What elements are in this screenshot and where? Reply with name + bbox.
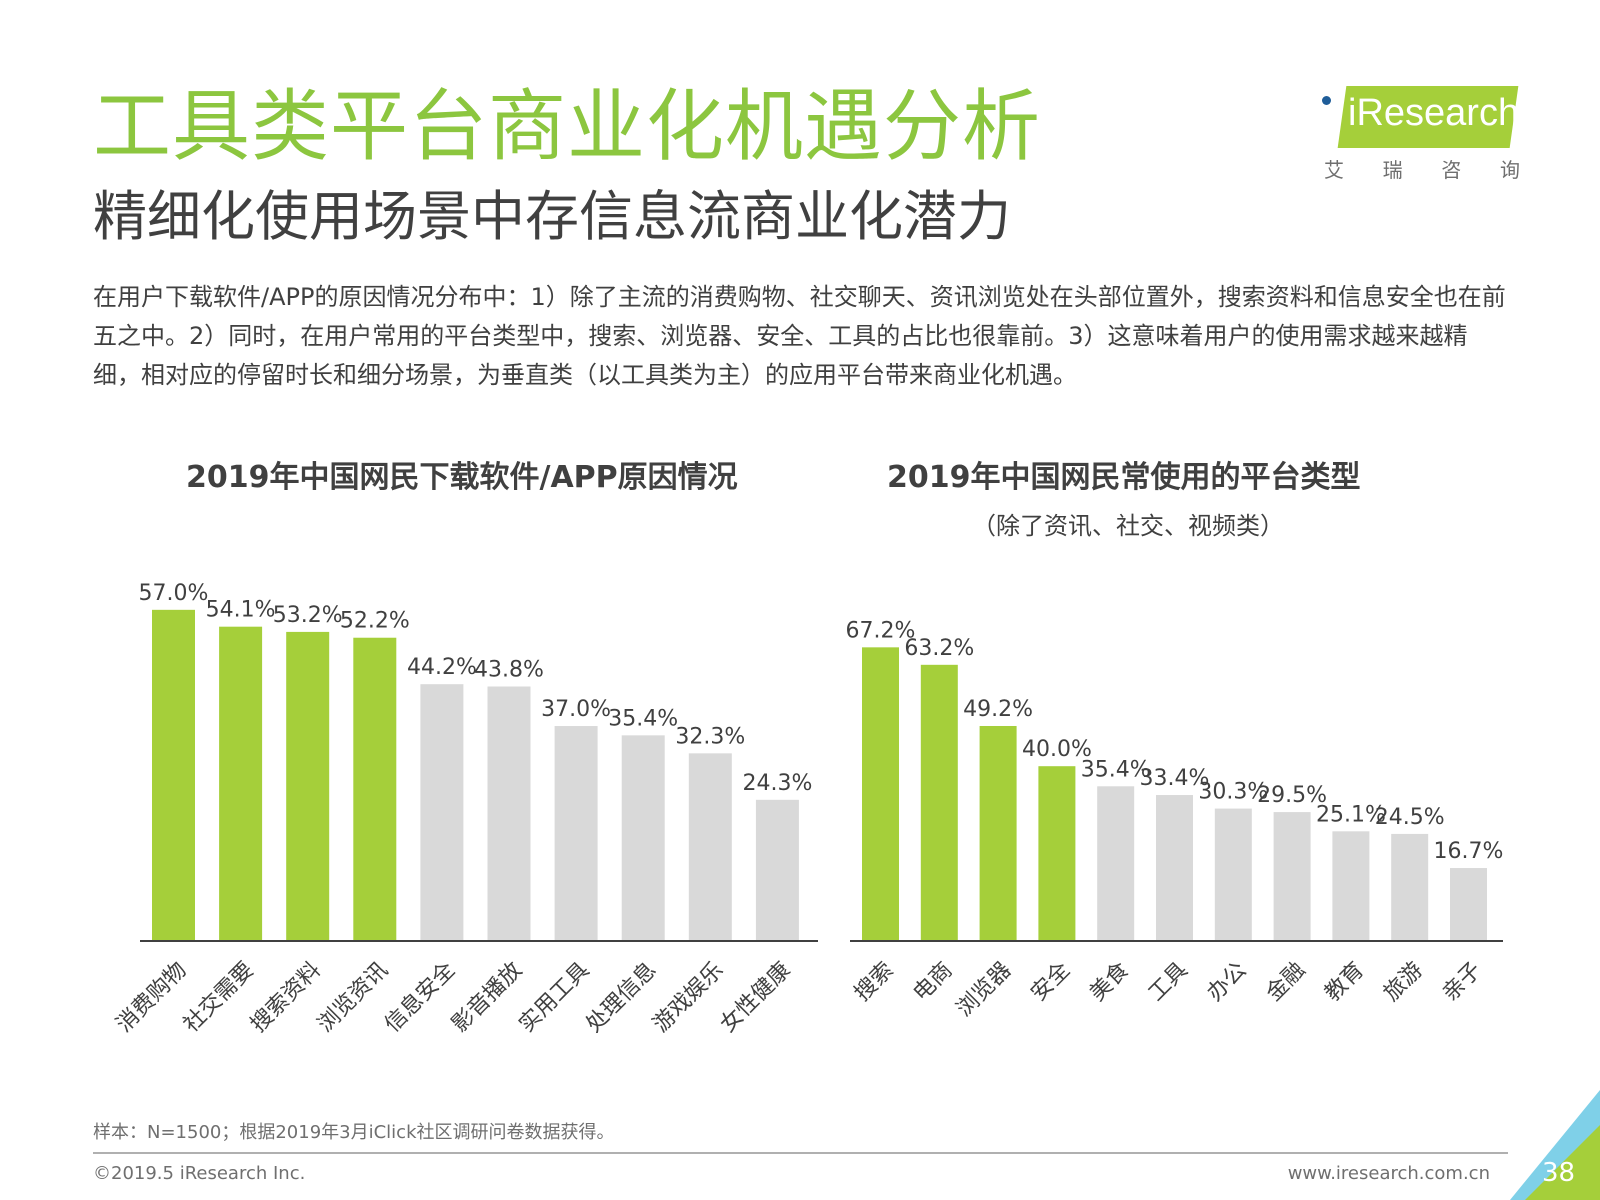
chart1-value-label: 32.3% (675, 724, 745, 749)
chart2-bar (920, 664, 958, 941)
chart2-category-label: 搜索 (850, 958, 899, 1007)
chart1-category-label: 影音播放 (447, 958, 527, 1038)
chart2-value-label: 35.4% (1081, 757, 1151, 782)
chart1-value-label: 37.0% (541, 697, 611, 722)
chart1-value-label: 52.2% (340, 609, 410, 634)
footer-divider (93, 1152, 1508, 1154)
chart1-bar (219, 626, 263, 941)
chart2-title: 2019年中国网民常使用的平台类型 (887, 460, 1361, 495)
iresearch-logo: iResearch 艾 瑞 咨 询 (1318, 86, 1520, 183)
chart1-bar (353, 637, 397, 941)
chart2-category-label: 教育 (1320, 958, 1369, 1007)
chart1-value-label: 53.2% (273, 603, 343, 628)
copyright: ©2019.5 iResearch Inc. (93, 1163, 306, 1184)
chart2-bar (1332, 831, 1370, 941)
logo-text: iResearch (1348, 92, 1520, 134)
logo-dot-icon (1322, 96, 1331, 105)
chart1-category-label: 信息安全 (380, 958, 460, 1038)
chart2-value-label: 49.2% (963, 697, 1033, 722)
chart1-bar (554, 726, 598, 941)
chart2-value-label: 33.4% (1140, 766, 1210, 791)
chart2-bar (1273, 812, 1311, 941)
page-subtitle: 精细化使用场景中存信息流商业化潜力 (93, 185, 1011, 248)
chart2-category-label: 亲子 (1438, 958, 1487, 1007)
chart2-value-label: 30.3% (1198, 780, 1268, 805)
chart2-bar (1097, 786, 1135, 941)
chart1-category-label: 女性健康 (716, 958, 796, 1038)
logo-cn-char: 艾 (1324, 158, 1344, 182)
chart2-bar (1450, 868, 1487, 941)
chart2-category-label: 旅游 (1379, 958, 1428, 1007)
chart2-category-label: 浏览器 (952, 958, 1016, 1022)
chart2-value-label: 40.0% (1022, 737, 1092, 762)
chart2-bar (1156, 795, 1193, 941)
logo-cn-char: 瑞 (1382, 158, 1403, 182)
chart2-bar (979, 725, 1017, 941)
logo-cn-char: 询 (1499, 158, 1520, 182)
chart2-bar (1038, 766, 1076, 941)
chart1-bar (487, 686, 531, 941)
chart1-value-label: 54.1% (206, 598, 276, 623)
chart2-category-label: 安全 (1026, 958, 1075, 1007)
chart1-bar (621, 735, 665, 941)
website-link[interactable]: www.iresearch.com.cn (1287, 1163, 1490, 1184)
chart1-category-label: 游戏娱乐 (649, 958, 729, 1038)
chart2-category-label: 金融 (1262, 958, 1311, 1007)
chart1-value-label: 35.4% (608, 706, 678, 731)
chart2-value-label: 29.5% (1257, 783, 1327, 808)
chart1-bar (286, 631, 330, 941)
page-title: 工具类平台商业化机遇分析 (93, 82, 1042, 172)
logo-cn-text: 艾 瑞 咨 询 (1324, 154, 1520, 183)
chart2-bar (1391, 833, 1429, 941)
chart1-category-label: 消费购物 (112, 958, 192, 1038)
chart1-bar (688, 753, 732, 941)
chart2-value-label: 24.5% (1375, 805, 1445, 830)
chart1-title: 2019年中国网民下载软件/APP原因情况 (186, 460, 738, 495)
chart2-value-label: 16.7% (1434, 839, 1504, 864)
chart1-bar (420, 684, 464, 941)
chart1-category-label: 实用工具 (514, 958, 594, 1038)
chart2-bar (1214, 808, 1252, 941)
chart2-value-label: 25.1% (1316, 802, 1386, 827)
chart2-value-label: 63.2% (904, 636, 974, 661)
chart1-category-label: 处理信息 (582, 958, 662, 1038)
page-number: 38 (1542, 1158, 1576, 1188)
logo-cn-char: 咨 (1441, 158, 1462, 182)
summary-paragraph: 在用户下载软件/APP的原因情况分布中：1）除了主流的消费购物、社交聊天、资讯浏… (93, 283, 1506, 389)
chart2-subtitle: （除了资讯、社交、视频类） (972, 512, 1284, 540)
chart1-value-label: 24.3% (742, 771, 812, 796)
chart2-value-label: 67.2% (846, 618, 916, 643)
chart2-bar (862, 647, 899, 941)
chart1-value-label: 57.0% (139, 581, 209, 606)
chart2-category-label: 电商 (909, 958, 958, 1007)
chart1-value-label: 43.8% (474, 658, 544, 683)
chart1-category-label: 浏览资讯 (313, 958, 393, 1038)
sample-note: 样本：N=1500；根据2019年3月iClick社区调研问卷数据获得。 (93, 1122, 615, 1143)
chart2-category-label: 美食 (1085, 958, 1134, 1007)
chart1-value-label: 44.2% (407, 655, 477, 680)
chart2-category-label: 工具 (1144, 958, 1193, 1007)
chart1-category-label: 社交需要 (179, 958, 259, 1038)
chart1-bar (152, 609, 195, 941)
chart1-category-label: 搜索资料 (246, 958, 326, 1038)
chart2-category-label: 办公 (1203, 958, 1252, 1007)
chart1-bar (755, 799, 799, 941)
